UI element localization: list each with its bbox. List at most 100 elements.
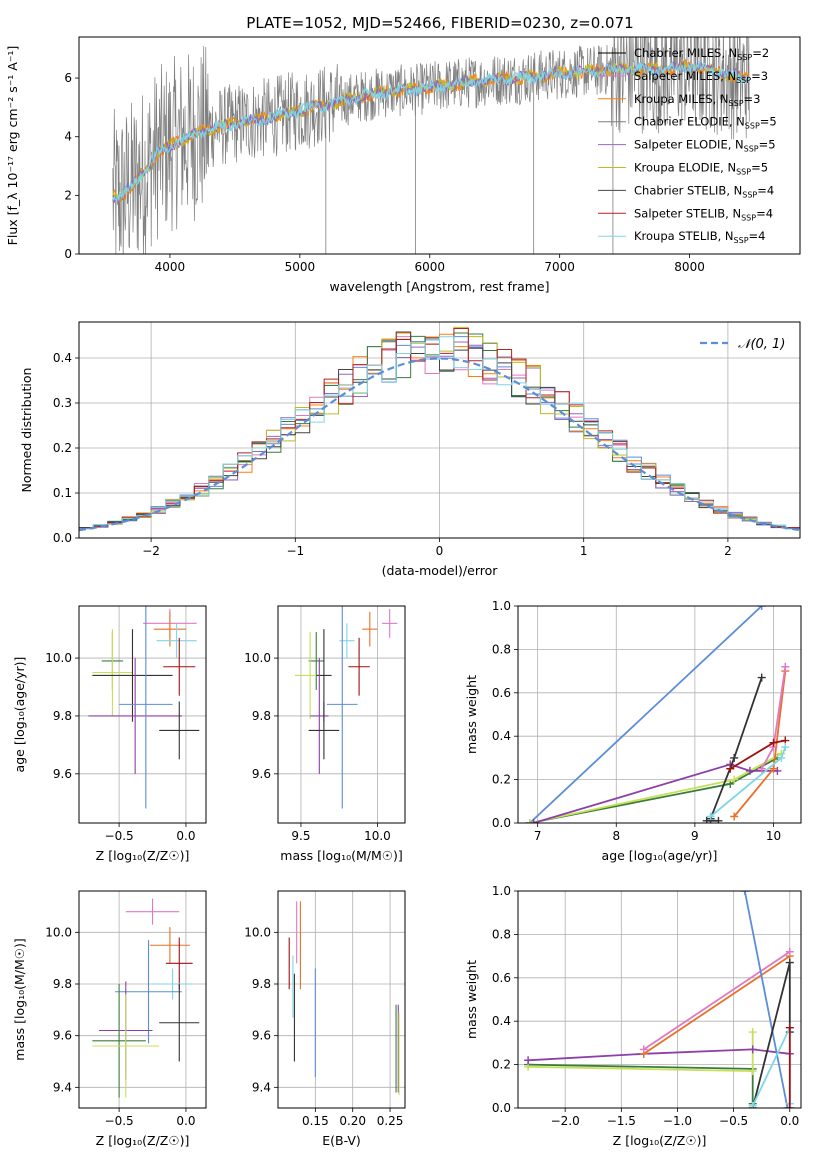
- series-marker: [714, 816, 723, 823]
- y-tick-label: 0.4: [492, 729, 511, 743]
- x-tick-label: 1: [580, 544, 588, 558]
- x-axis-label: (data-model)/error: [382, 563, 499, 578]
- legend-label: Chabrier MILES, NSSP=2: [634, 46, 769, 62]
- y-tick-label: 0.1: [53, 486, 72, 500]
- series-marker: [757, 673, 766, 682]
- y-tick-label: 0.0: [492, 816, 511, 830]
- x-tick-label: −1: [286, 544, 304, 558]
- y-axis-label: Flux [f_λ 10⁻¹⁷ erg cm⁻² s⁻¹ A⁻¹]: [5, 46, 20, 246]
- y-tick-label: 1.0: [492, 599, 511, 613]
- series-marker: [740, 891, 749, 895]
- mass-vs-age-panel: 9.5 10.0 9.6 9.8 10.0 mass [log₁₀(M/M☉)]: [244, 605, 406, 863]
- y-tick-label: 0.8: [492, 642, 511, 656]
- y-tick-label: 0.3: [53, 396, 72, 410]
- y-tick-label: 0.4: [53, 351, 72, 365]
- series-marker: [757, 764, 766, 773]
- series-marker: [785, 1023, 794, 1032]
- y-axis-label: mass weight: [464, 675, 479, 754]
- x-tick-label: −0.5: [105, 1114, 134, 1128]
- y-tick-label: 10.0: [244, 925, 271, 939]
- series-marker: [785, 958, 794, 967]
- age-vs-weight-panel: 7 8 9 10 0.0 0.2 0.4 0.6 0.8 1.0 age [log₁₀(age/yr…: [464, 599, 802, 863]
- x-tick-label: 2: [724, 544, 732, 558]
- y-tick-label: 10.0: [45, 651, 72, 665]
- x-tick-label: 0.0: [176, 1114, 195, 1128]
- series-marker: [748, 1045, 757, 1054]
- series-marker: [529, 819, 538, 823]
- series-line: [533, 763, 778, 823]
- x-tick-label: −1.0: [663, 1114, 692, 1128]
- series-marker: [769, 738, 778, 747]
- x-tick-label: 0: [436, 544, 444, 558]
- legend-label: Salpeter MILES, NSSP=3: [634, 69, 768, 85]
- axes-frame: [78, 321, 801, 539]
- y-tick-label: 9.4: [53, 1080, 72, 1094]
- series-line: [751, 962, 791, 1108]
- residuals-panel: −2 −1 0 1 2 0.0 0.1 0.2 0.3 0.4 (data-model)/error…: [19, 321, 801, 578]
- axes-frame: [78, 605, 207, 824]
- y-tick-label: 6: [64, 71, 72, 85]
- series-marker: [757, 606, 766, 610]
- legend-label: 𝒩(0, 1): [738, 337, 785, 352]
- x-tick-label: 0.0: [780, 1114, 799, 1128]
- series-marker: [783, 1104, 792, 1108]
- y-tick-label: 10.0: [244, 651, 271, 665]
- y-tick-label: 9.4: [252, 1080, 271, 1094]
- x-tick-label: 9.5: [291, 829, 310, 843]
- x-tick-label: 10: [766, 829, 781, 843]
- series-marker: [777, 753, 786, 762]
- legend-label: Chabrier ELODIE, NSSP=5: [634, 115, 777, 131]
- series-marker: [748, 1067, 757, 1076]
- axes-frame: [517, 605, 802, 824]
- y-tick-label: 9.8: [252, 977, 271, 991]
- series-marker: [785, 1104, 794, 1108]
- y-tick-label: 9.6: [252, 767, 271, 781]
- x-axis-label: age [log₁₀(age/yr)]: [602, 848, 718, 863]
- series-line: [529, 606, 763, 823]
- y-tick-label: 10.0: [45, 925, 72, 939]
- series-marker: [524, 1056, 533, 1065]
- y-tick-label: 0.6: [492, 686, 511, 700]
- normal-curve-line: [79, 357, 800, 532]
- series-marker: [781, 743, 790, 752]
- series-line: [743, 891, 789, 1108]
- x-tick-label: −0.5: [719, 1114, 748, 1128]
- axes-frame: [78, 36, 801, 255]
- y-tick-label: 0.0: [492, 1101, 511, 1115]
- series-marker: [730, 812, 739, 821]
- series-marker: [769, 764, 778, 773]
- axes-frame: [277, 605, 406, 824]
- z-vs-weight-panel: −2.0 −1.5 −1.0 −0.5 0.0 0.0 0.2 0.4 0.6 0.8 1.0 Z […: [464, 884, 802, 1148]
- z-vs-mass-panel: −0.5 0.0 9.4 9.6 9.8 10.0 Z [log₁₀(Z/Z☉)] mass …: [12, 890, 207, 1148]
- y-tick-label: 0.4: [492, 1014, 511, 1028]
- ebv-vs-mass-panel: 0.15 0.20 0.25 9.4 9.6 9.8 10.0 E(B-V): [244, 890, 406, 1148]
- axes-frame: [277, 890, 406, 1109]
- series-marker: [730, 775, 739, 784]
- x-tick-label: 0.20: [339, 1114, 366, 1128]
- legend-label: Kroupa MILES, NSSP=3: [634, 92, 760, 108]
- y-tick-label: 9.6: [252, 1029, 271, 1043]
- series-line: [709, 677, 763, 820]
- axes-frame: [517, 890, 802, 1109]
- x-tick-label: 4000: [155, 260, 186, 274]
- y-tick-label: 2: [64, 188, 72, 202]
- x-axis-label: mass [log₁₀(M/M☉)]: [280, 848, 402, 863]
- legend-label: Chabrier STELIB, NSSP=4: [634, 183, 774, 199]
- y-tick-label: 9.8: [53, 709, 72, 723]
- y-axis-label: Normed distribution: [19, 368, 34, 493]
- series-line: [643, 951, 791, 1051]
- legend-label: Salpeter ELODIE, NSSP=5: [634, 138, 776, 154]
- series-marker: [525, 819, 534, 823]
- y-tick-label: 0.2: [492, 1058, 511, 1072]
- series-line: [643, 955, 791, 1055]
- x-tick-label: −2.0: [551, 1114, 580, 1128]
- figure-title: PLATE=1052, MJD=52466, FIBERID=0230, z=0…: [246, 14, 633, 32]
- y-tick-label: 0.0: [53, 531, 72, 545]
- y-tick-label: 9.8: [252, 709, 271, 723]
- x-tick-label: 5000: [285, 260, 316, 274]
- y-tick-label: 9.6: [53, 1029, 72, 1043]
- series-marker: [730, 753, 739, 762]
- legend-label: Kroupa ELODIE, NSSP=5: [634, 161, 768, 177]
- series-marker: [785, 947, 794, 956]
